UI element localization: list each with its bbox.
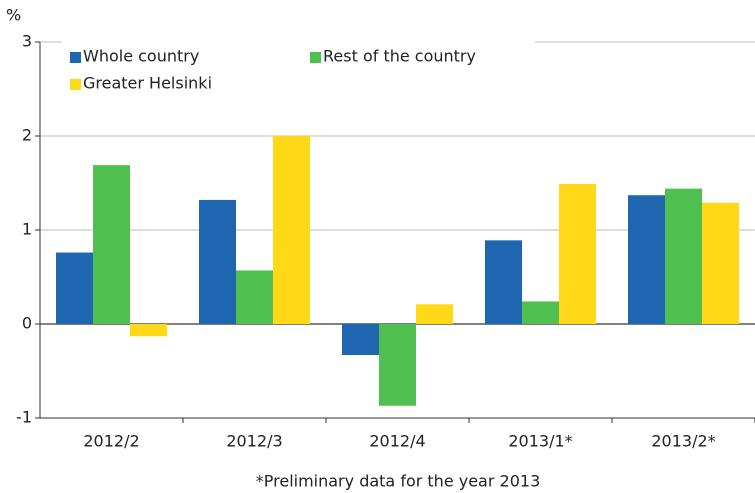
legend-label: Greater Helsinki [83, 74, 212, 93]
x-tick-label: 2012/4 [369, 432, 425, 451]
bar [485, 240, 522, 324]
bar [273, 136, 310, 324]
x-tick-label: 2012/2 [83, 432, 139, 451]
legend-label: Whole country [83, 47, 199, 66]
y-tick-label: 3 [22, 32, 32, 51]
y-tick-label: -1 [16, 408, 32, 427]
bar [342, 324, 379, 356]
legend-label: Rest of the country [323, 47, 476, 66]
legend-swatch [70, 52, 81, 63]
bar [628, 195, 665, 324]
bar [56, 252, 93, 324]
bar [416, 304, 453, 324]
legend-box [62, 40, 535, 96]
y-axis-label: % [6, 6, 21, 25]
legend-swatch [310, 52, 321, 63]
bar [93, 165, 130, 324]
x-tick-label: 2012/3 [226, 432, 282, 451]
bar [379, 324, 416, 406]
bar [236, 270, 273, 324]
footnote: *Preliminary data for the year 2013 [256, 472, 541, 491]
bar [702, 202, 739, 324]
bar [559, 183, 596, 324]
bar [130, 324, 167, 337]
bar [522, 301, 559, 324]
y-tick-label: 0 [22, 314, 32, 333]
y-tick-label: 2 [22, 126, 32, 145]
y-tick-label: 1 [22, 220, 32, 239]
bar [665, 188, 702, 324]
x-tick-label: 2013/2* [651, 432, 715, 451]
legend-swatch [70, 79, 81, 90]
bar [199, 199, 236, 324]
x-tick-label: 2013/1* [508, 432, 572, 451]
